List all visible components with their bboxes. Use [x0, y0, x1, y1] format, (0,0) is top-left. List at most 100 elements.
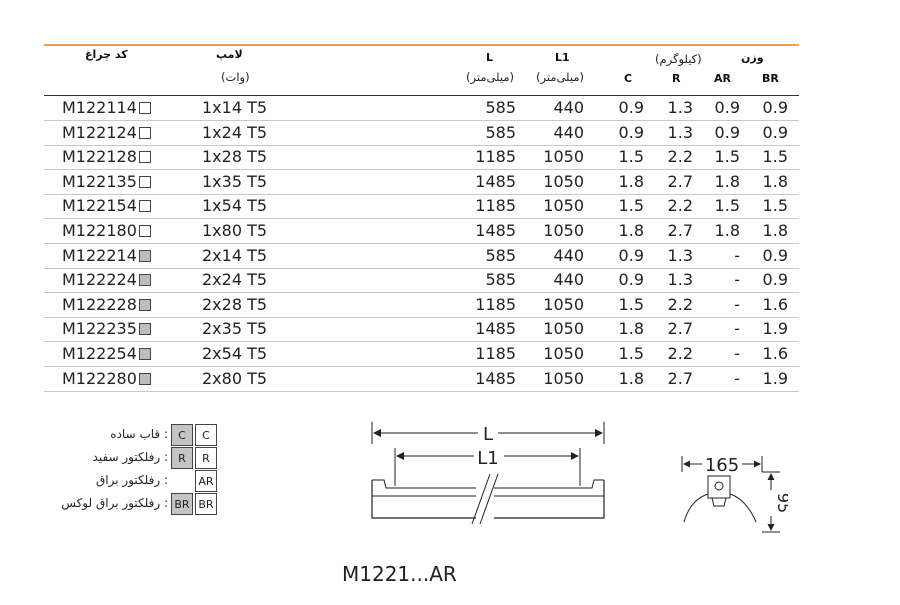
value-c: 1.5: [618, 147, 644, 167]
value-br: 0.9: [762, 245, 788, 265]
fixture-code-text: M122224: [62, 270, 137, 290]
dim-height-label: 95: [774, 493, 788, 513]
value-l1: 1050: [543, 344, 584, 363]
value-l: 1485: [475, 171, 516, 191]
fixture-code-text: M122124: [62, 122, 137, 142]
fixture-code: M122128: [62, 147, 151, 167]
value-ar: 1.8: [714, 221, 740, 240]
header-top-rule: [44, 44, 799, 46]
legend-label: رفلکتور براق لوکس :: [61, 496, 168, 510]
value-ar: -: [734, 270, 740, 290]
header-lamp-unit: (وات): [221, 70, 250, 84]
table-row: M122235 2x35 T5 1485 1050 1.8 2.7 - 1.9: [44, 317, 799, 343]
value-l1: 1050: [543, 319, 584, 339]
lamp-spec: 2x14 T5: [202, 245, 268, 265]
value-l: 585: [485, 98, 516, 117]
value-c: 1.8: [618, 171, 644, 191]
value-c: 1.5: [618, 344, 644, 363]
legend-white-box: C: [195, 424, 217, 446]
fixture-code: M122254: [62, 344, 151, 364]
value-l1: 440: [553, 270, 584, 290]
value-c: 0.9: [618, 245, 644, 265]
header-L1-unit: (میلی‌متر): [536, 70, 584, 84]
value-br: 1.8: [762, 221, 788, 240]
legend-grey-box: R: [171, 447, 193, 469]
value-l: 1185: [475, 147, 516, 167]
table-row: M122135 1x35 T5 1485 1050 1.8 2.7 1.8 1.8: [44, 170, 799, 195]
value-ar: 1.5: [714, 147, 740, 167]
legend-label: رفلکتور براق :: [95, 473, 168, 487]
fixture-code-text: M122280: [62, 368, 137, 388]
grey-square-icon: [138, 323, 151, 336]
value-r: 2.2: [667, 294, 693, 314]
header-BR: BR: [762, 72, 779, 85]
value-c: 1.8: [618, 319, 644, 339]
value-l: 585: [485, 245, 516, 265]
fixture-code: M122180: [62, 221, 151, 241]
value-br: 0.9: [762, 98, 788, 117]
white-square-icon: [138, 175, 151, 188]
header-weight-unit: (کیلوگرم): [655, 52, 702, 66]
legend-white-box: R: [195, 447, 217, 469]
value-l: 1485: [475, 368, 516, 388]
value-br: 1.9: [762, 368, 788, 388]
value-br: 0.9: [762, 122, 788, 142]
lamp-spec: 1x35 T5: [202, 171, 268, 191]
fixture-code: M122135: [62, 172, 151, 192]
value-l1: 1050: [543, 368, 584, 388]
grey-square-icon: [138, 249, 151, 262]
lamp-spec: 2x80 T5: [202, 368, 268, 388]
fixture-code: M122280: [62, 369, 151, 389]
value-r: 1.3: [667, 245, 693, 265]
grey-square-icon: [138, 274, 151, 287]
value-l1: 1050: [543, 221, 584, 240]
value-c: 0.9: [618, 270, 644, 290]
header-L: L: [486, 51, 494, 64]
lamp-spec: 2x54 T5: [202, 344, 268, 363]
value-br: 1.6: [762, 344, 788, 363]
dim-width-label: 165: [705, 455, 739, 476]
cross-section-drawing: 165 95: [681, 452, 788, 533]
lamp-spec: 1x14 T5: [202, 98, 268, 117]
fixture-code-text: M122154: [62, 196, 137, 216]
legend-grey-box: C: [171, 424, 193, 446]
table-row: M122114 1x14 T5 585 440 0.9 1.3 0.9 0.9: [44, 96, 799, 121]
grey-square-icon: [138, 348, 151, 360]
grey-square-icon: [138, 298, 151, 311]
fixture-code-text: M122135: [62, 171, 137, 191]
value-l: 585: [485, 122, 516, 142]
fixture-code: M122228: [62, 295, 151, 315]
header-C: C: [624, 72, 633, 85]
fixture-code-text: M122180: [62, 221, 137, 240]
value-l1: 440: [553, 98, 584, 117]
lamp-spec: 1x28 T5: [202, 147, 268, 167]
value-l1: 1050: [543, 294, 584, 314]
fixture-code: M122235: [62, 319, 151, 339]
header-bottom-rule: [44, 95, 799, 96]
table-row: M122124 1x24 T5 585 440 0.9 1.3 0.9 0.9: [44, 121, 799, 146]
dim-L1-label: L1: [477, 448, 498, 469]
header-L-unit: (میلی‌متر): [466, 70, 514, 84]
table-row: M122254 2x54 T5 1185 1050 1.5 2.2 - 1.6: [44, 342, 799, 367]
value-r: 2.2: [667, 196, 693, 216]
value-l1: 440: [553, 245, 584, 265]
value-l: 1485: [475, 221, 516, 240]
table-row: M122128 1x28 T5 1185 1050 1.5 2.2 1.5 1.5: [44, 145, 799, 171]
header-code: کد چراغ: [85, 48, 128, 61]
value-c: 0.9: [618, 122, 644, 142]
value-r: 2.7: [667, 319, 693, 339]
table-row: M122280 2x80 T5 1485 1050 1.8 2.7 - 1.9: [44, 367, 799, 392]
header-R: R: [672, 72, 681, 85]
value-ar: 0.9: [714, 98, 740, 117]
lamp-spec: 2x28 T5: [202, 294, 268, 314]
header-L1: L1: [555, 51, 570, 64]
fixture-code-text: M122128: [62, 147, 137, 167]
value-l: 585: [485, 270, 516, 290]
value-ar: -: [734, 368, 740, 388]
value-l: 1185: [475, 294, 516, 314]
value-l: 1185: [475, 196, 516, 216]
value-r: 2.7: [667, 221, 693, 240]
fixture-code-text: M122214: [62, 245, 137, 265]
legend-grey-box: BR: [171, 493, 193, 515]
value-c: 1.8: [618, 368, 644, 388]
